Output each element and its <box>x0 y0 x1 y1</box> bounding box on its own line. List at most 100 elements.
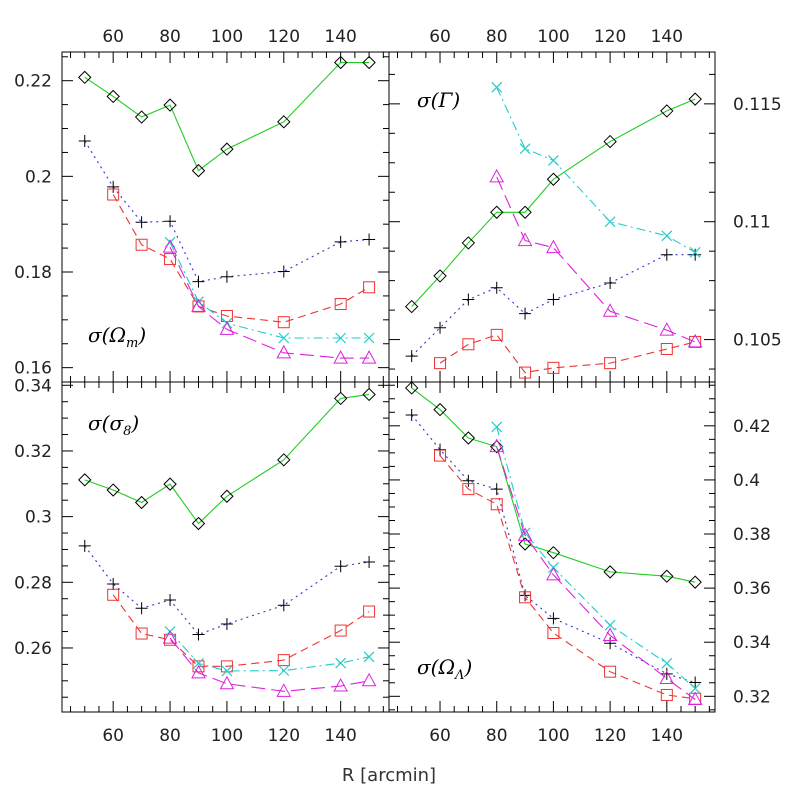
top-x-axis-labels: 60 80 100 120 140 60 80 100 120 140 <box>102 27 683 47</box>
series-diamond <box>78 55 376 178</box>
data-point-diamond <box>433 269 447 283</box>
panel-top-right: 0.105 0.11 0.115 σ(Γ) <box>388 51 782 383</box>
data-point-diamond <box>518 205 532 219</box>
series-line <box>84 545 370 636</box>
series-line <box>411 254 696 357</box>
y-tick-label: 0.34 <box>733 633 771 653</box>
series-line <box>169 631 370 672</box>
data-point-triangle <box>162 239 178 253</box>
data-point-plus <box>220 270 233 283</box>
top-x-tick-label: 80 <box>159 27 181 47</box>
series-line <box>496 87 696 253</box>
data-point-diamond <box>461 431 476 445</box>
data-point-square <box>135 627 148 640</box>
data-point-triangle <box>276 344 292 359</box>
data-point-diamond <box>490 205 504 219</box>
data-point-triangle <box>489 438 505 453</box>
data-point-cross <box>278 665 290 677</box>
data-point-diamond <box>134 110 149 124</box>
series-triangle <box>489 438 703 706</box>
data-point-square <box>519 591 532 604</box>
data-point-plus <box>334 235 347 248</box>
data-point-triangle <box>659 322 675 336</box>
data-point-diamond <box>78 70 92 85</box>
series-triangle <box>162 630 377 697</box>
data-point-plus <box>135 216 148 229</box>
data-point-diamond <box>106 483 120 497</box>
data-point-triangle <box>546 239 561 254</box>
data-point-plus <box>405 350 418 363</box>
panel-frame <box>388 381 716 713</box>
data-point-cross <box>335 332 347 344</box>
data-point-cross <box>689 246 701 258</box>
data-point-square <box>363 605 376 618</box>
data-point-plus <box>689 676 702 689</box>
top-x-tick-label: 120 <box>594 27 626 47</box>
data-point-triangle <box>602 303 618 317</box>
y-tick-label: 0.2 <box>25 167 52 187</box>
panel-label-end: ) <box>137 323 146 347</box>
data-point-square <box>434 357 447 370</box>
data-point-square <box>220 660 233 673</box>
x-ticks <box>397 382 710 712</box>
data-point-plus <box>78 134 91 147</box>
series-line <box>411 387 696 583</box>
data-point-plus <box>107 577 120 590</box>
data-point-cross <box>193 657 204 669</box>
panel-label: σ(σ8) <box>88 411 139 439</box>
data-point-plus <box>547 612 560 625</box>
y-tick-label: 0.115 <box>733 95 782 115</box>
panels: 0.160.180.20.22σ(Ωm) 0.1050.110.115σ(Γ)0.… <box>14 51 782 713</box>
panel-label-subscript: m <box>126 336 138 351</box>
y-ticks <box>389 73 715 370</box>
data-point-plus <box>220 618 233 630</box>
panel-label-end: ) <box>451 88 460 112</box>
data-point-cross <box>604 619 616 631</box>
y-ticks <box>62 56 389 369</box>
y-tick-label: 0.32 <box>14 442 52 462</box>
data-point-diamond <box>362 387 376 402</box>
panel-label: σ(Ωm) <box>88 323 146 351</box>
data-point-plus <box>462 474 475 487</box>
panel-label-base: σ(σ <box>88 411 124 435</box>
x-ticks <box>70 382 384 712</box>
series-plus <box>405 248 702 363</box>
panel-label-subscript: 8 <box>123 424 131 439</box>
data-point-diamond <box>191 516 206 531</box>
data-point-plus <box>363 555 376 568</box>
data-point-plus <box>107 180 120 193</box>
data-point-plus <box>660 248 673 261</box>
data-point-triangle <box>489 168 505 183</box>
top-x-tick-label: 100 <box>211 27 243 47</box>
panel-label-base: σ(Ω <box>88 323 126 347</box>
data-point-square <box>363 281 376 294</box>
panel-label-base: σ(Ω <box>417 655 455 679</box>
data-point-square <box>192 660 205 673</box>
data-point-square <box>135 238 148 251</box>
data-point-plus <box>164 594 177 607</box>
data-point-square <box>462 483 475 496</box>
panel-label-end: ) <box>463 655 472 679</box>
data-point-cross <box>491 81 503 93</box>
data-point-plus <box>135 602 148 615</box>
y-tick-label: 0.11 <box>733 213 771 233</box>
series-diamond <box>404 92 702 314</box>
data-point-triangle <box>191 664 206 679</box>
data-point-diamond <box>277 453 291 467</box>
data-point-diamond <box>660 569 674 583</box>
series-line <box>439 455 696 700</box>
series-square <box>434 328 702 379</box>
data-point-triangle <box>361 672 377 687</box>
data-point-square <box>277 316 290 329</box>
data-point-cross <box>661 657 673 669</box>
data-point-plus <box>363 233 376 246</box>
data-point-diamond <box>518 537 532 551</box>
bottom-x-tick-label: 120 <box>594 726 626 746</box>
data-point-plus <box>434 321 447 334</box>
series-diamond <box>404 381 702 589</box>
y-tick-label: 0.16 <box>14 359 52 379</box>
series-line <box>169 246 370 359</box>
data-point-square <box>434 449 447 462</box>
data-point-triangle <box>687 691 703 706</box>
